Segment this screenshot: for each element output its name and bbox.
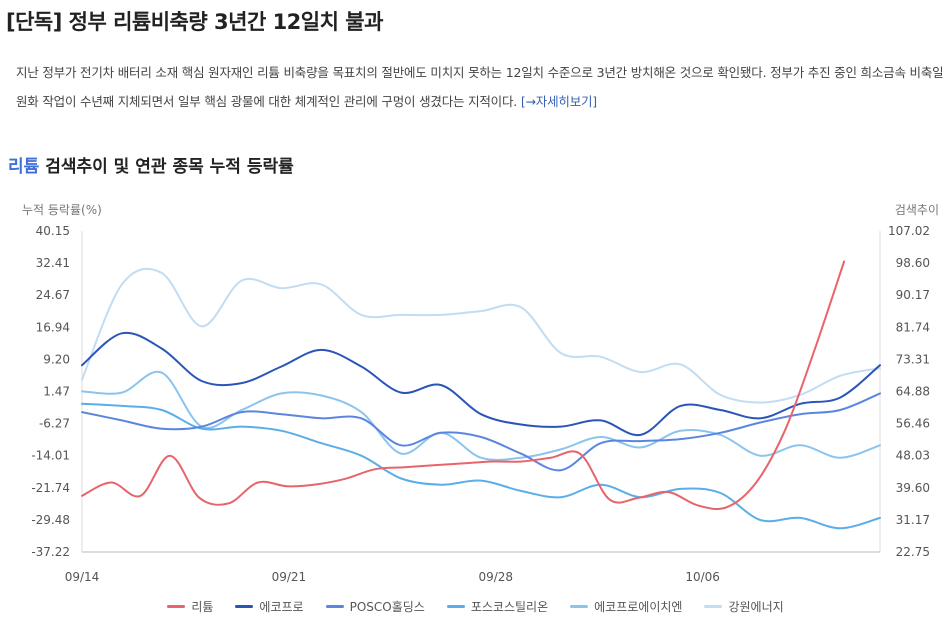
y2-tick-label: 81.74 [896, 320, 930, 334]
legend-swatch [446, 605, 465, 608]
article-summary: 지난 정부가 전기차 배터리 소재 핵심 원자재인 리튬 비축량을 목표치의 절… [16, 58, 944, 116]
y-tick-label: -37.22 [31, 545, 70, 559]
y2-tick-label: 31.17 [896, 513, 930, 527]
y-tick-label: -14.01 [31, 449, 70, 463]
legend-item[interactable]: 에코프로에이치엔 [570, 598, 682, 615]
series-line-3 [81, 402, 881, 530]
y-tick-label: 40.15 [36, 224, 70, 238]
y-tick-label: 1.47 [43, 385, 70, 399]
y2-tick-label: 48.03 [896, 449, 930, 463]
chart-heading: 리튬 검색추이 및 연관 종목 누적 등락률 [8, 152, 294, 177]
y2-tick-label: 22.75 [896, 545, 930, 559]
legend-item[interactable]: 에코프로 [235, 598, 304, 615]
y2-tick-label: 39.60 [896, 481, 930, 495]
legend-swatch [235, 605, 254, 608]
y-tick-label: -21.74 [31, 481, 70, 495]
y2-tick-label: 98.60 [896, 256, 930, 270]
legend-swatch [570, 605, 589, 608]
legend-swatch [325, 605, 344, 608]
headline: [단독] 정부 리튬비축량 3년간 12일치 불과 [6, 10, 383, 34]
legend-item[interactable]: 리튬 [167, 598, 213, 615]
x-tick-label: 09/21 [272, 570, 307, 584]
read-more-link[interactable]: [→자세히보기] [520, 94, 597, 109]
legend-item[interactable]: 포스코스틸리온 [446, 598, 549, 615]
x-tick-label: 09/14 [65, 570, 100, 584]
series-line-0 [81, 260, 846, 510]
y2-tick-label: 56.46 [896, 417, 930, 431]
series-line-4 [81, 370, 881, 461]
y-tick-label: 32.41 [36, 256, 70, 270]
legend-item[interactable]: 강원에너지 [704, 598, 784, 615]
legend-swatch [167, 605, 186, 608]
y2-tick-label: 107.02 [888, 224, 930, 238]
legend-label: 포스코스틸리온 [470, 600, 549, 614]
legend-label: 에코프로 [259, 600, 304, 614]
chart-heading-text: 검색추이 및 연관 종목 누적 등락률 [45, 157, 294, 177]
series-line-5 [81, 267, 881, 404]
y-tick-label: 16.94 [36, 320, 70, 334]
legend-item[interactable]: POSCO홀딩스 [325, 598, 425, 615]
y-tick-label: -6.27 [39, 417, 70, 431]
y-tick-label: -29.48 [31, 513, 70, 527]
y2-tick-label: 73.31 [896, 352, 930, 366]
legend-label: 에코프로에이치엔 [594, 600, 683, 614]
y-tick-label: 24.67 [36, 288, 70, 302]
y-tick-label: 9.20 [43, 352, 70, 366]
legend-label: 리튬 [191, 600, 214, 614]
right-axis-label: 검색추이 [894, 203, 939, 217]
legend-swatch [704, 605, 723, 608]
legend-label: 강원에너지 [728, 600, 784, 614]
legend-label: POSCO홀딩스 [349, 600, 425, 614]
y2-tick-label: 64.88 [896, 385, 930, 399]
summary-text: 지난 정부가 전기차 배터리 소재 핵심 원자재인 리튬 비축량을 목표치의 절… [16, 65, 944, 109]
series-line-1 [81, 331, 881, 437]
left-axis-label: 누적 등락률(%) [22, 203, 102, 217]
series-line-2 [81, 392, 881, 472]
x-tick-label: 10/06 [685, 570, 720, 584]
chart-legend: 리튬 에코프로 POSCO홀딩스 포스코스틸리온 에코프로에이치엔 강원에너지 [0, 598, 951, 615]
chart-heading-keyword: 리튬 [8, 157, 40, 177]
y2-tick-label: 90.17 [896, 288, 930, 302]
x-tick-label: 09/28 [478, 570, 513, 584]
